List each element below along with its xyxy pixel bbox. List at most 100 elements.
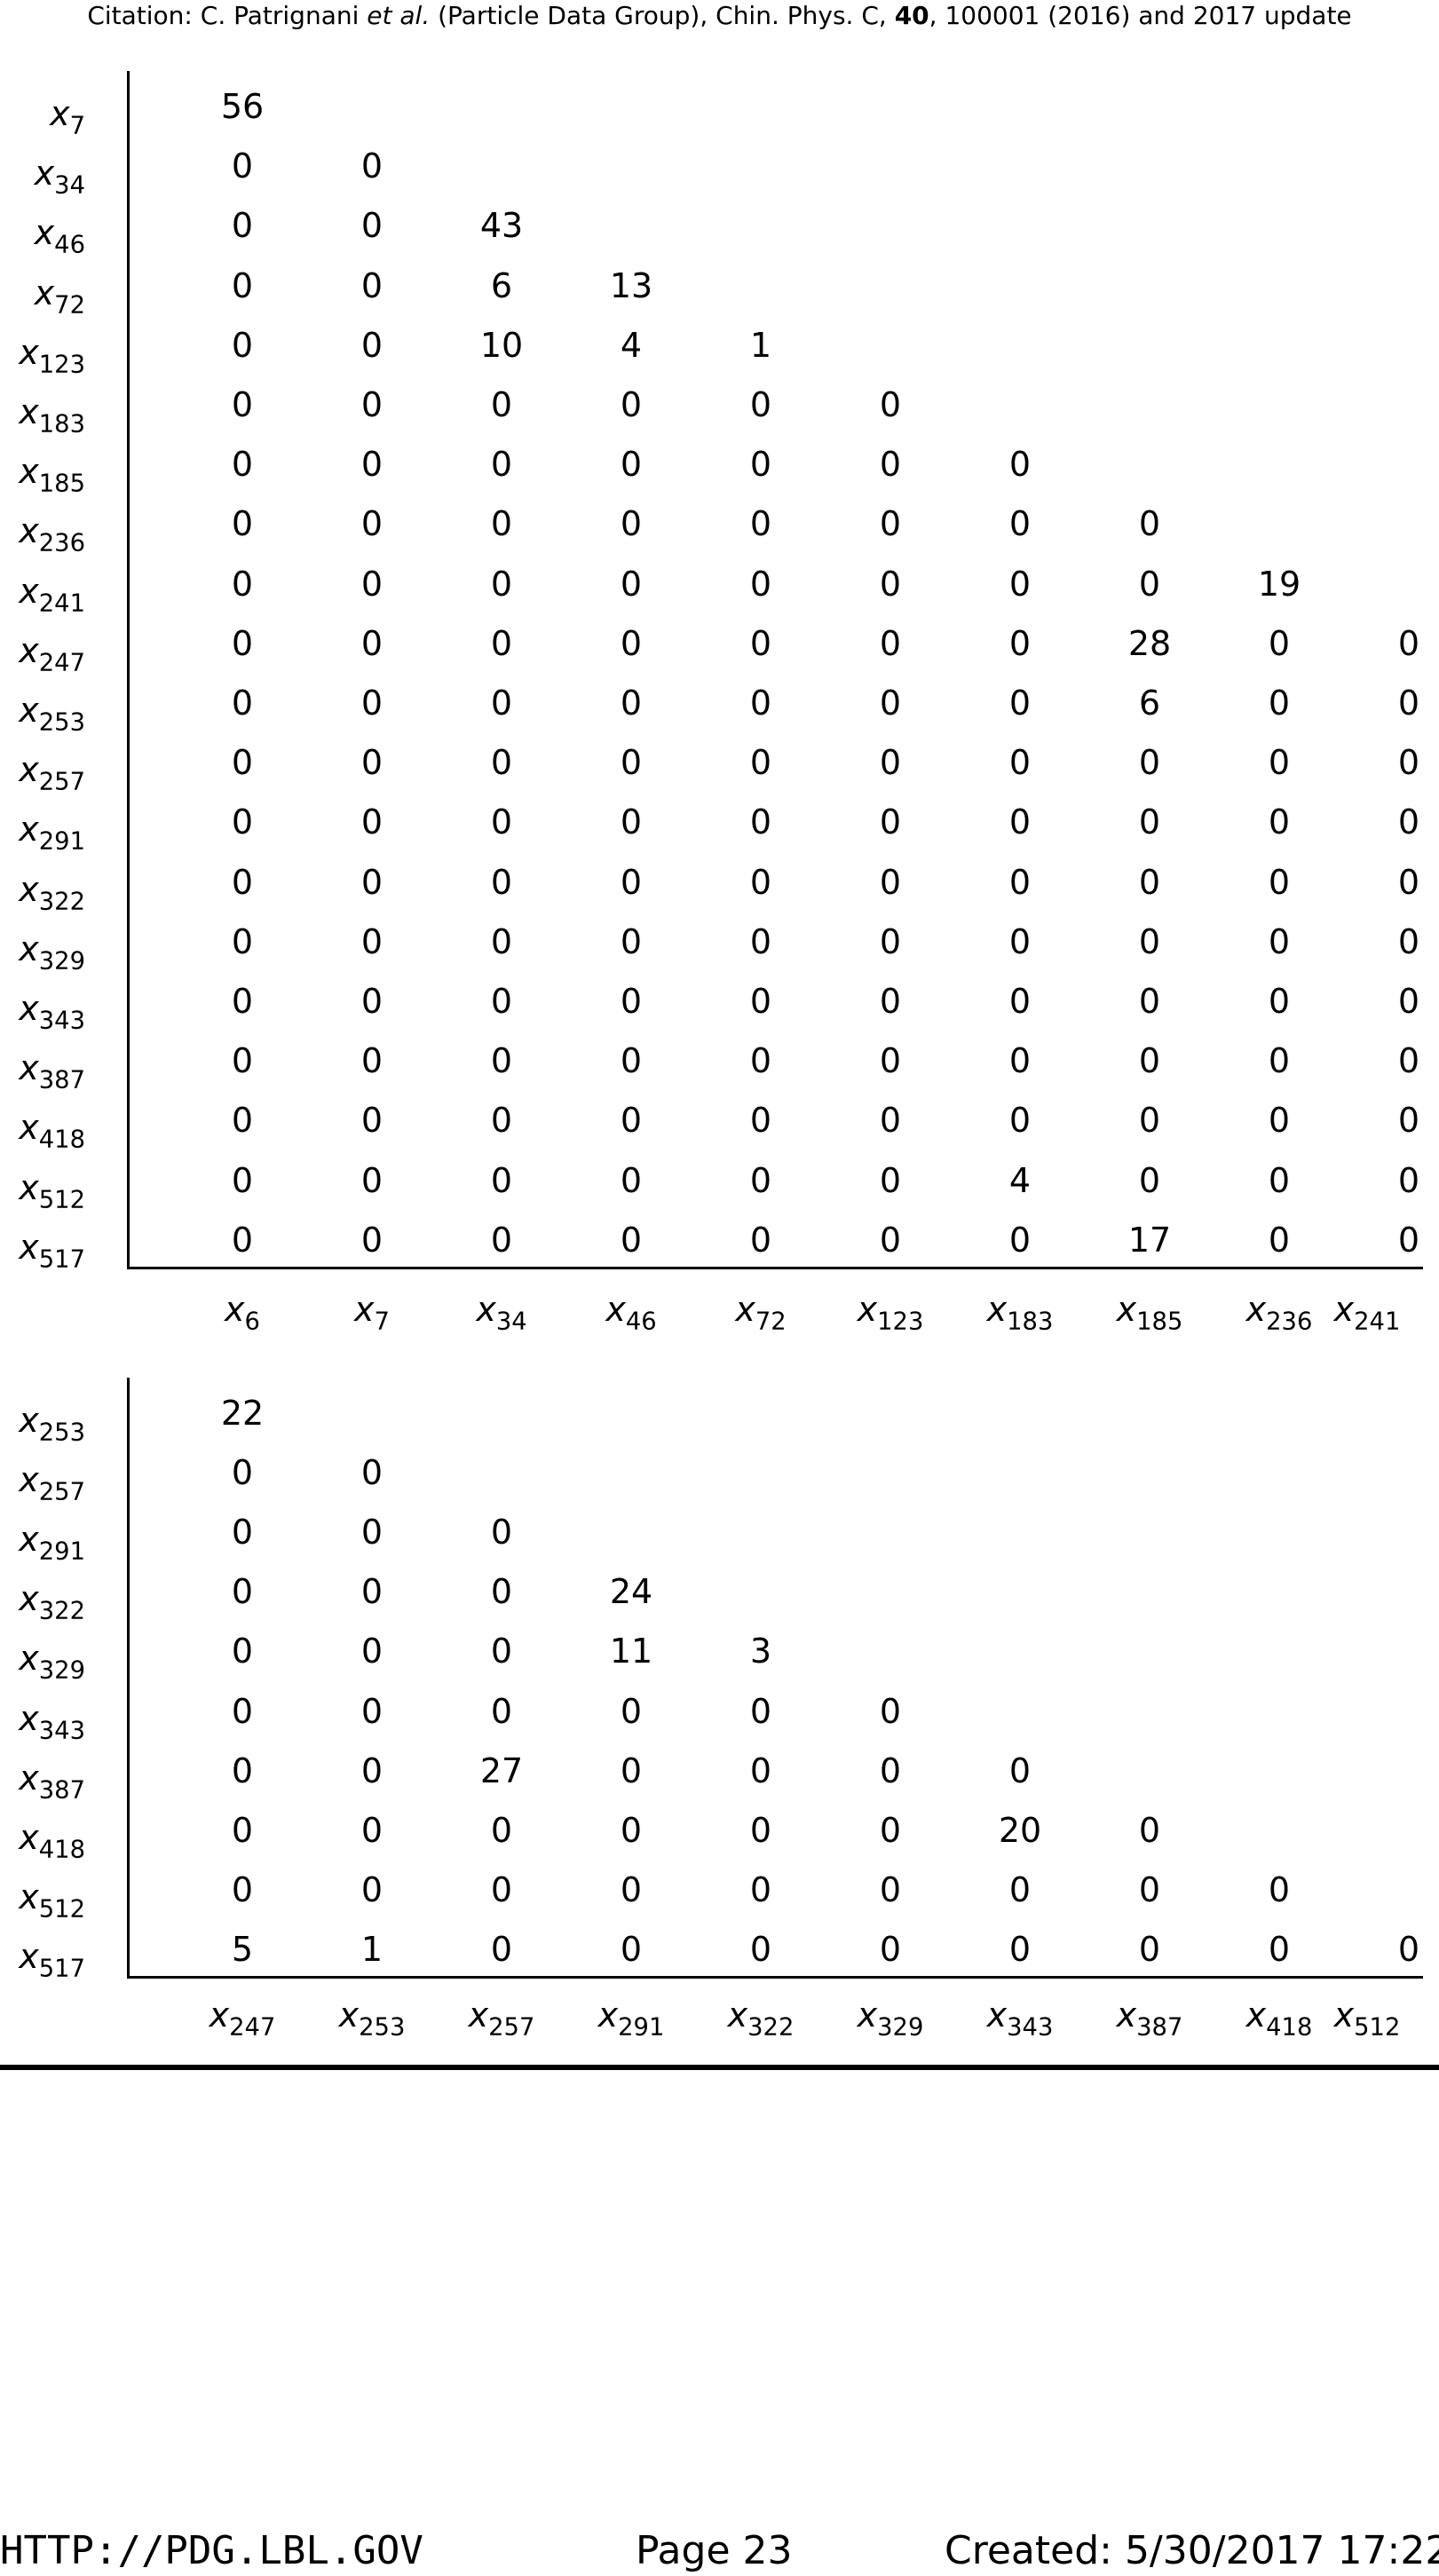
variable-symbol: x [19, 989, 39, 1028]
row-label: x418 [0, 1818, 85, 1862]
matrix-cell: 13 [609, 265, 653, 305]
column-label: x291 [565, 1995, 698, 2040]
matrix-cell: 0 [490, 1691, 513, 1731]
matrix-cell: 0 [879, 1929, 902, 1969]
column-label: x34 [435, 1290, 568, 1334]
row-label: x257 [0, 750, 85, 794]
matrix-cell: 0 [1008, 564, 1032, 604]
matrix-cell: 5 [231, 1929, 254, 1969]
matrix-cell: 0 [620, 504, 643, 544]
matrix-cell: 0 [1138, 802, 1161, 842]
matrix-cell: 4 [620, 325, 643, 365]
matrix-cell: 0 [1268, 921, 1291, 961]
matrix-cell: 0 [749, 1929, 772, 1969]
matrix-cell: 0 [360, 1101, 383, 1141]
row-label: x322 [0, 1579, 85, 1624]
matrix-cell: 0 [1008, 684, 1032, 723]
variable-index: 387 [1136, 2013, 1183, 2042]
citation-suffix: , 100001 (2016) and 2017 update [929, 1, 1352, 30]
citation-volume: 40 [894, 1, 929, 30]
matrix-cell: 0 [1397, 623, 1420, 663]
matrix-cell: 0 [231, 1453, 254, 1493]
column-label: x322 [694, 1995, 827, 2040]
variable-symbol: x [19, 1877, 39, 1916]
matrix-cell: 0 [1138, 1810, 1161, 1850]
matrix-cell: 0 [360, 564, 383, 604]
variable-symbol: x [19, 750, 39, 790]
column-label: x6 [176, 1290, 309, 1334]
matrix-cell: 0 [879, 982, 902, 1021]
row-label: x322 [0, 870, 85, 914]
matrix-cell: 0 [490, 564, 513, 604]
row-label: x291 [0, 810, 85, 854]
variable-index: 512 [1354, 2013, 1401, 2042]
matrix-cell: 0 [490, 1572, 513, 1612]
matrix-cell: 0 [360, 1632, 383, 1671]
matrix-cell: 0 [620, 1041, 643, 1081]
variable-symbol: x [1116, 1290, 1137, 1329]
variable-index: 7 [374, 1308, 390, 1336]
matrix-cell: 0 [490, 1513, 513, 1553]
matrix-cell: 0 [360, 1041, 383, 1081]
matrix-cell: 0 [490, 1160, 513, 1200]
variable-symbol: x [19, 1108, 39, 1148]
matrix-cell: 0 [879, 445, 902, 485]
variable-symbol: x [50, 94, 70, 133]
row-label: x329 [0, 1639, 85, 1683]
row-label: x241 [0, 571, 85, 616]
matrix-cell: 0 [620, 1220, 643, 1260]
matrix-cell: 0 [360, 1572, 383, 1612]
variable-symbol: x [19, 691, 39, 730]
row-label: x253 [0, 691, 85, 735]
matrix-cell: 0 [1008, 1750, 1032, 1790]
variable-index: 387 [38, 1776, 85, 1805]
matrix-cell: 0 [360, 982, 383, 1021]
matrix-vertical-axis [127, 1378, 130, 1976]
variable-symbol: x [19, 1936, 39, 1976]
row-label: x257 [0, 1460, 85, 1505]
matrix-cell: 0 [1008, 1101, 1032, 1141]
matrix-cell: 11 [609, 1632, 653, 1671]
variable-index: 329 [38, 947, 85, 976]
row-label: x7 [0, 94, 85, 138]
matrix-cell: 0 [360, 1220, 383, 1260]
matrix-cell: 0 [749, 1041, 772, 1081]
matrix-cell: 0 [1138, 743, 1161, 783]
matrix-cell: 0 [749, 684, 772, 723]
variable-index: 34 [495, 1308, 527, 1336]
matrix-cell: 28 [1127, 623, 1172, 663]
matrix-cell: 0 [1397, 982, 1420, 1021]
variable-symbol: x [1245, 1995, 1267, 2035]
variable-index: 329 [38, 1656, 85, 1685]
matrix-cell: 0 [490, 982, 513, 1021]
matrix-cell: 0 [231, 623, 254, 663]
variable-index: 72 [54, 291, 85, 320]
matrix-cell: 0 [360, 684, 383, 723]
matrix-cell: 0 [879, 1160, 902, 1200]
matrix-cell: 0 [879, 802, 902, 842]
matrix-cell: 0 [749, 1101, 772, 1141]
matrix-cell: 0 [1397, 1041, 1420, 1081]
variable-index: 257 [488, 2013, 535, 2042]
matrix-cell: 0 [749, 921, 772, 961]
footer-created-date: Created: 5/30/2017 17:22 [945, 2528, 1439, 2573]
variable-symbol: x [19, 571, 39, 611]
matrix-cell: 0 [879, 1101, 902, 1141]
variable-index: 517 [38, 1245, 85, 1274]
matrix-cell: 0 [1268, 623, 1291, 663]
matrix-cell: 0 [490, 862, 513, 902]
matrix-cell: 20 [998, 1810, 1042, 1850]
variable-symbol: x [19, 392, 39, 431]
matrix-horizontal-axis [127, 1266, 1423, 1269]
variable-index: 253 [38, 708, 85, 737]
matrix-cell: 0 [620, 684, 643, 723]
row-label: x46 [0, 213, 85, 257]
matrix-cell: 0 [1008, 1869, 1032, 1909]
matrix-cell: 19 [1257, 564, 1301, 604]
variable-symbol: x [1333, 1995, 1355, 2035]
matrix-cell: 0 [231, 1632, 254, 1671]
matrix-cell: 0 [879, 1041, 902, 1081]
matrix-cell: 0 [620, 564, 643, 604]
row-label: x387 [0, 1758, 85, 1803]
